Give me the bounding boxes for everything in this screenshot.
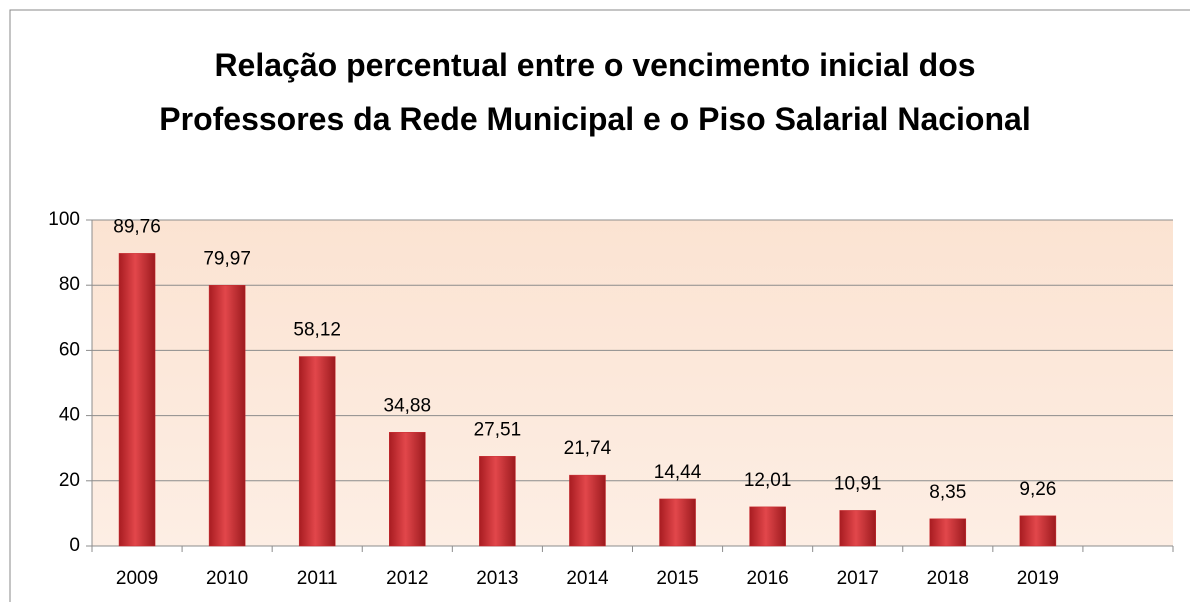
data-label: 27,51: [474, 419, 522, 440]
bar: [839, 510, 876, 547]
x-tick-label: 2009: [116, 568, 158, 589]
x-tick-label: 2015: [656, 568, 698, 589]
data-label: 12,01: [744, 470, 792, 491]
data-label: 79,97: [203, 248, 251, 269]
x-tick-label: 2010: [206, 568, 248, 589]
chart-frame: [9, 9, 1190, 602]
data-label: 21,74: [564, 438, 612, 459]
x-tick-label: 2013: [476, 568, 518, 589]
data-label: 34,88: [384, 395, 432, 416]
x-tick-label: 2019: [1017, 568, 1059, 589]
y-tick-label: 100: [48, 209, 80, 230]
bar: [298, 356, 336, 547]
x-tick-label: 2016: [746, 568, 788, 589]
bar: [479, 456, 516, 547]
bar: [569, 474, 606, 547]
data-label: 14,44: [654, 462, 702, 483]
data-label: 9,26: [1019, 479, 1056, 500]
data-label: 89,76: [113, 216, 161, 237]
x-tick-label: 2014: [566, 568, 609, 589]
plot-background: [92, 220, 1173, 546]
bar: [118, 253, 156, 547]
y-tick-label: 60: [59, 339, 80, 360]
data-label: 58,12: [293, 320, 341, 341]
bar: [929, 518, 967, 547]
bar: [659, 498, 696, 547]
y-tick-label: 40: [59, 405, 80, 426]
bar: [389, 432, 426, 547]
x-tick-label: 2012: [386, 568, 428, 589]
bar: [1019, 515, 1057, 547]
data-label: 8,35: [929, 482, 966, 503]
x-tick-label: 2017: [837, 568, 879, 589]
plot-area: 0 20 40 60 80 100 2009 89,76 2010 79,97 2011 58,12 2…: [48, 209, 1174, 589]
x-tick-label: 2011: [297, 568, 338, 589]
y-tick-label: 20: [59, 470, 80, 491]
bar: [749, 506, 786, 547]
data-label: 10,91: [834, 473, 882, 494]
y-tick-label: 0: [69, 535, 80, 556]
x-tick-label: 2018: [927, 568, 969, 589]
chart-title: Relação percentual entre o vencimento in…: [159, 47, 1031, 137]
bar: [208, 285, 246, 547]
y-tick-label: 80: [59, 274, 80, 295]
